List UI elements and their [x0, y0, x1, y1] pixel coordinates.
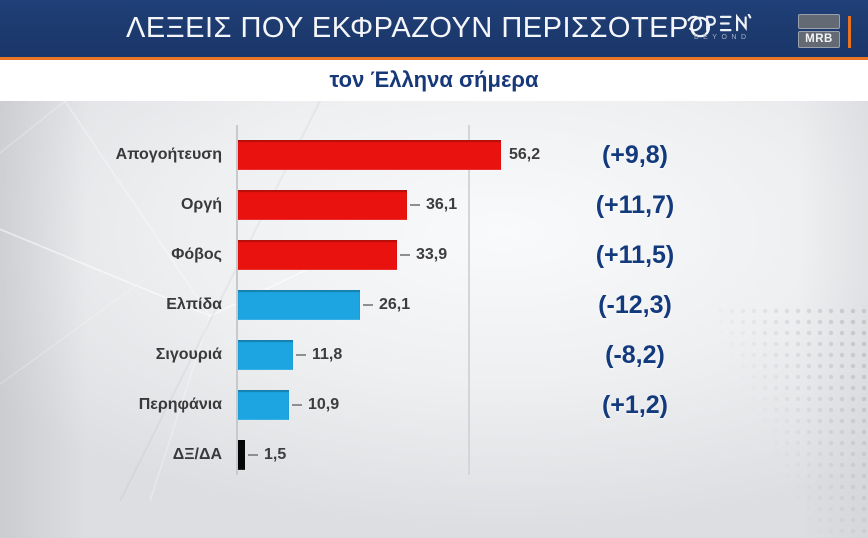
- value-label: 11,8: [312, 346, 343, 363]
- bar-row: Περηφάνια 10,9 (+1,2): [0, 390, 868, 420]
- bar-row: Σιγουριά 11,8 (-8,2): [0, 340, 868, 370]
- bar: [238, 390, 289, 420]
- leader-line: [410, 204, 420, 206]
- bar-row: Οργή 36,1 (+11,7): [0, 190, 868, 220]
- bar-row: Ελπίδα 26,1 (-12,3): [0, 290, 868, 320]
- leader-line: [363, 304, 373, 306]
- category-label: Φόβος: [171, 246, 222, 263]
- bar: [238, 240, 397, 270]
- change-label: (+9,8): [601, 141, 668, 169]
- bar-row: ΔΞ/ΔΑ 1,5: [0, 440, 868, 470]
- bar-row: Φόβος 33,9 (+11,5): [0, 240, 868, 270]
- subtitle-strip: τον Έλληνα σήμερα: [0, 60, 868, 101]
- gridline-50: [468, 125, 470, 475]
- value-label: 33,9: [416, 246, 448, 263]
- bar: [238, 290, 360, 320]
- page-title: ΛΕΞΕΙΣ ΠΟΥ ΕΚΦΡΑΖΟΥΝ ΠΕΡΙΣΣΟΤΕΡΟ: [126, 12, 712, 44]
- category-label: Ελπίδα: [166, 296, 222, 313]
- bar-row: Απογοήτευση 56,2 (+9,8): [0, 140, 868, 170]
- value-label: 36,1: [426, 196, 458, 213]
- mrb-logo-mark: [798, 14, 840, 29]
- open-logo: BEYOND: [684, 14, 756, 41]
- value-label: 1,5: [264, 446, 287, 463]
- category-label: Σιγουριά: [155, 346, 222, 363]
- chart-subtitle: τον Έλληνα σήμερα: [329, 67, 539, 92]
- mrb-logo-text: MRB: [798, 31, 840, 48]
- bar: [238, 140, 501, 170]
- y-axis-line: [236, 125, 238, 475]
- bar: [238, 340, 293, 370]
- open-tagline: BEYOND: [693, 34, 751, 41]
- leader-line: [292, 404, 302, 406]
- category-label: Απογοήτευση: [115, 146, 222, 163]
- bar: [238, 190, 407, 220]
- category-label: ΔΞ/ΔΑ: [172, 446, 222, 463]
- header-bar: ΛΕΞΕΙΣ ΠΟΥ ΕΚΦΡΑΖΟΥΝ ΠΕΡΙΣΣΟΤΕΡΟ BEYOND …: [0, 0, 868, 57]
- change-label: (-8,2): [605, 341, 665, 369]
- halftone-dots-pattern: [718, 308, 868, 538]
- chart-area: Απογοήτευση 56,2 (+9,8) Οργή 36,1 (+11,7…: [0, 101, 868, 538]
- change-label: (+11,5): [595, 241, 675, 269]
- value-label: 26,1: [379, 296, 411, 313]
- orange-divider-tick: [848, 16, 851, 48]
- leader-line: [400, 254, 410, 256]
- change-label: (+11,7): [595, 191, 675, 219]
- value-label: 10,9: [308, 396, 340, 413]
- category-label: Οργή: [180, 196, 222, 213]
- change-label: (-12,3): [598, 291, 672, 319]
- category-label: Περηφάνια: [138, 396, 222, 413]
- open-logo-icon: [686, 14, 752, 32]
- leader-line: [296, 354, 306, 356]
- bar: [238, 440, 245, 470]
- change-label: (+1,2): [601, 391, 668, 419]
- leader-line: [248, 454, 258, 456]
- value-label: 56,2: [509, 146, 541, 163]
- mrb-logo: MRB: [798, 14, 840, 48]
- orange-rule: [0, 57, 868, 60]
